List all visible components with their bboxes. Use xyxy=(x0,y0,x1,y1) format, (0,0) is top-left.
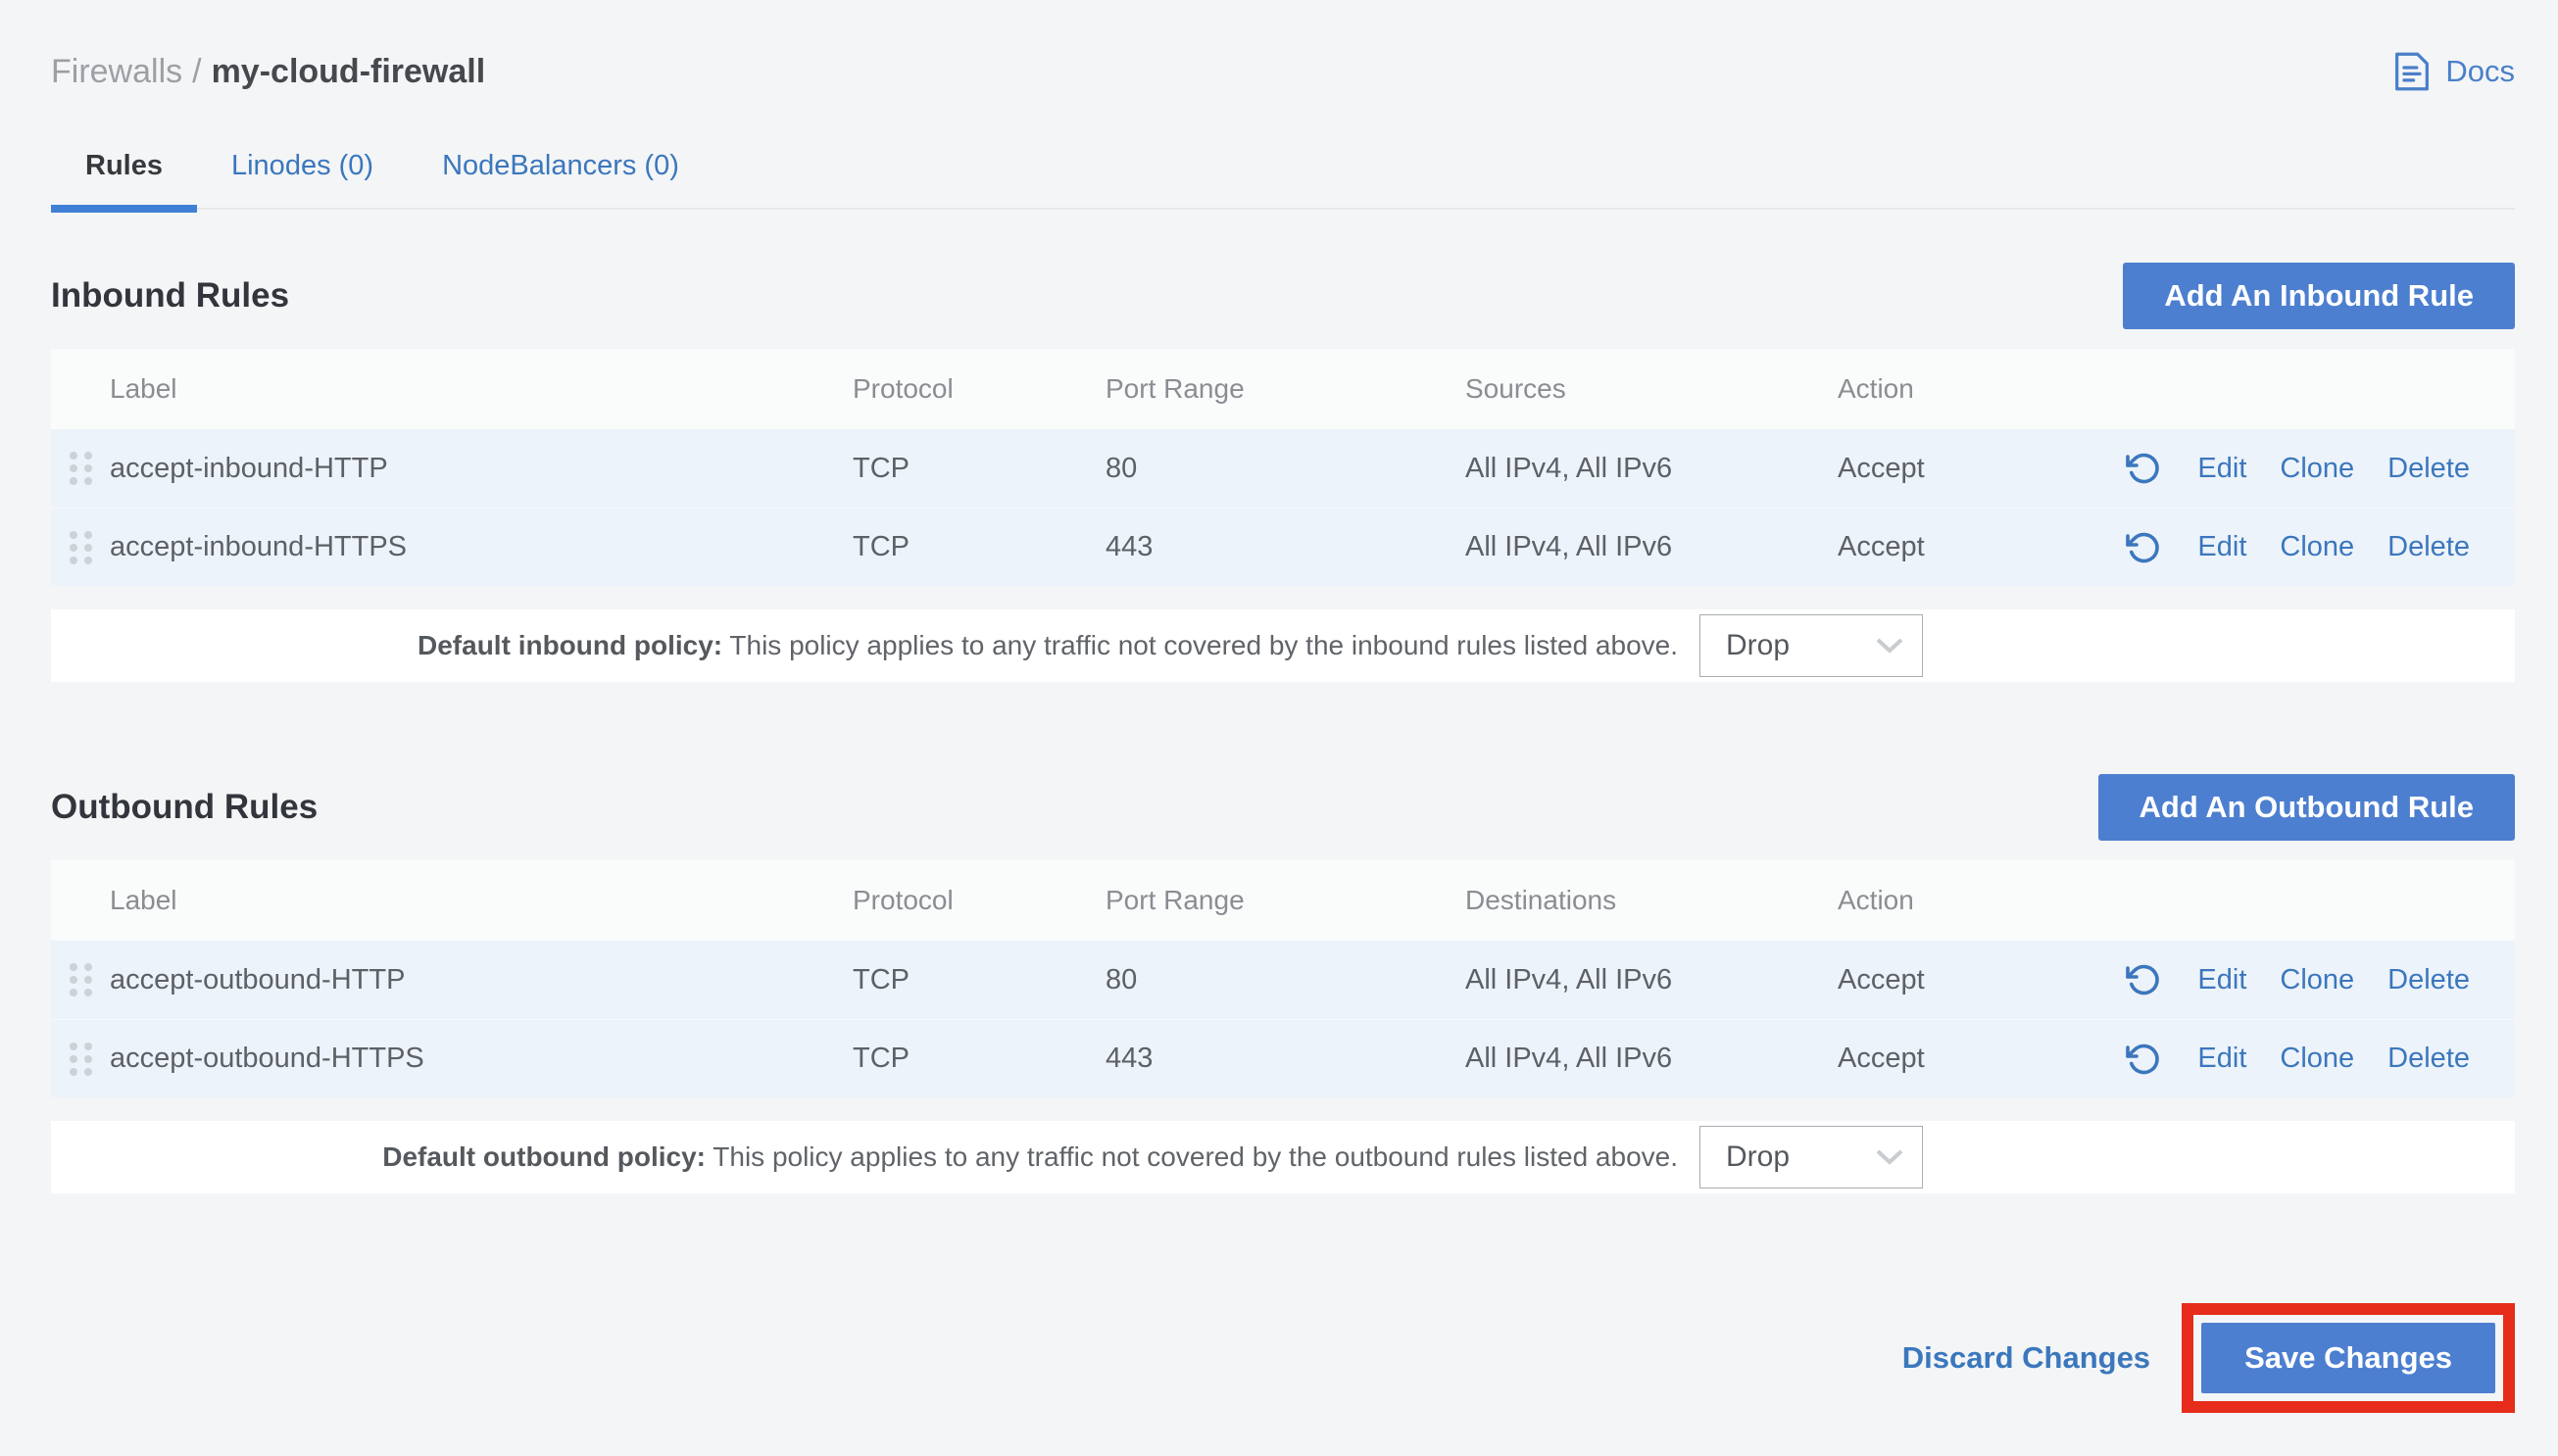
rule-destinations: All IPv4, All IPv6 xyxy=(1465,1043,1673,1074)
drag-handle-icon[interactable] xyxy=(69,452,92,485)
tab-rules[interactable]: Rules xyxy=(51,149,197,213)
rule-port-range: 80 xyxy=(1106,963,1138,995)
tab-linodes[interactable]: Linodes (0) xyxy=(197,149,408,208)
drag-handle-icon[interactable] xyxy=(69,963,92,996)
table-row: accept-inbound-HTTP TCP 80 All IPv4, All… xyxy=(51,429,2515,508)
inbound-rules-title: Inbound Rules xyxy=(51,276,290,315)
breadcrumb-separator: / xyxy=(192,53,202,90)
outbound-table-header: Label Protocol Port Range Destinations A… xyxy=(51,860,2515,941)
rule-protocol: TCP xyxy=(853,963,910,995)
outbound-rules-section: Outbound Rules Add An Outbound Rule Labe… xyxy=(51,774,2515,1193)
clone-link[interactable]: Clone xyxy=(2280,452,2355,484)
docs-icon xyxy=(2392,51,2432,92)
outbound-policy-value: Drop xyxy=(1726,1141,1791,1173)
tab-nodebalancers[interactable]: NodeBalancers (0) xyxy=(408,149,713,208)
rule-protocol: TCP xyxy=(853,531,910,562)
column-header-destinations: Destinations xyxy=(1465,885,1617,915)
rule-label: accept-outbound-HTTP xyxy=(110,963,406,995)
rule-label: accept-inbound-HTTP xyxy=(110,452,388,484)
column-header-action: Action xyxy=(1838,373,1914,404)
undo-icon[interactable] xyxy=(2125,451,2160,486)
outbound-rules-table: Label Protocol Port Range Destinations A… xyxy=(51,860,2515,1097)
rule-destinations: All IPv4, All IPv6 xyxy=(1465,963,1673,995)
breadcrumb: Firewalls / my-cloud-firewall xyxy=(51,49,485,94)
save-annotation-highlight: Save Changes xyxy=(2182,1303,2515,1413)
add-outbound-rule-button[interactable]: Add An Outbound Rule xyxy=(2097,774,2515,841)
column-header-port-range: Port Range xyxy=(1106,885,1245,915)
outbound-policy-select[interactable]: Drop xyxy=(1699,1126,1923,1189)
rule-label: accept-outbound-HTTPS xyxy=(110,1043,424,1074)
tab-rules-label: Rules xyxy=(85,150,163,181)
save-changes-button[interactable]: Save Changes xyxy=(2201,1323,2495,1393)
inbound-table-header: Label Protocol Port Range Sources Action xyxy=(51,349,2515,429)
delete-link[interactable]: Delete xyxy=(2387,1043,2470,1074)
breadcrumb-firewalls-link[interactable]: Firewalls xyxy=(51,53,183,90)
drag-handle-icon[interactable] xyxy=(69,530,92,564)
inbound-rules-section: Inbound Rules Add An Inbound Rule Label … xyxy=(51,263,2515,682)
undo-icon[interactable] xyxy=(2125,962,2160,997)
inbound-policy-row: Default inbound policy: This policy appl… xyxy=(51,609,2515,682)
rule-sources: All IPv4, All IPv6 xyxy=(1465,531,1673,562)
column-header-action: Action xyxy=(1838,885,1914,915)
inbound-policy-description: This policy applies to any traffic not c… xyxy=(729,630,1678,660)
docs-label: Docs xyxy=(2445,54,2515,88)
rule-label: accept-inbound-HTTPS xyxy=(110,531,408,562)
outbound-rules-title: Outbound Rules xyxy=(51,788,319,826)
column-header-label: Label xyxy=(110,373,177,404)
inbound-policy-select[interactable]: Drop xyxy=(1699,614,1923,677)
page-title: my-cloud-firewall xyxy=(211,53,486,90)
delete-link[interactable]: Delete xyxy=(2387,531,2470,562)
clone-link[interactable]: Clone xyxy=(2280,531,2355,562)
column-header-port-range: Port Range xyxy=(1106,373,1245,404)
tab-linodes-label: Linodes (0) xyxy=(230,150,374,181)
add-inbound-rule-button[interactable]: Add An Inbound Rule xyxy=(2123,263,2515,329)
rule-port-range: 443 xyxy=(1106,1043,1154,1074)
inbound-rules-table: Label Protocol Port Range Sources Action… xyxy=(51,349,2515,586)
inbound-policy-value: Drop xyxy=(1726,629,1791,661)
column-header-sources: Sources xyxy=(1465,373,1566,404)
inbound-policy-text: Default inbound policy: This policy appl… xyxy=(418,630,1678,661)
drag-handle-icon[interactable] xyxy=(69,1042,92,1076)
chevron-down-icon xyxy=(1875,1148,1904,1166)
undo-icon[interactable] xyxy=(2125,1042,2160,1077)
edit-link[interactable]: Edit xyxy=(2197,531,2247,562)
chevron-down-icon xyxy=(1875,637,1904,655)
rule-action: Accept xyxy=(1838,452,1925,484)
rule-port-range: 443 xyxy=(1106,531,1154,562)
column-header-protocol: Protocol xyxy=(853,373,954,404)
discard-changes-button[interactable]: Discard Changes xyxy=(1901,1340,2151,1375)
delete-link[interactable]: Delete xyxy=(2387,963,2470,995)
rule-protocol: TCP xyxy=(853,1043,910,1074)
rule-action: Accept xyxy=(1838,963,1925,995)
inbound-policy-label: Default inbound policy: xyxy=(418,630,723,660)
table-row: accept-outbound-HTTP TCP 80 All IPv4, Al… xyxy=(51,941,2515,1019)
form-footer: Discard Changes Save Changes xyxy=(51,1303,2515,1413)
undo-icon[interactable] xyxy=(2125,530,2160,565)
page-header: Firewalls / my-cloud-firewall Docs xyxy=(51,0,2515,94)
clone-link[interactable]: Clone xyxy=(2280,963,2355,995)
firewall-detail-page: Firewalls / my-cloud-firewall Docs Rules L… xyxy=(51,0,2515,1413)
outbound-policy-description: This policy applies to any traffic not c… xyxy=(713,1141,1678,1172)
column-header-label: Label xyxy=(110,885,177,915)
delete-link[interactable]: Delete xyxy=(2387,452,2470,484)
tab-nodebalancers-label: NodeBalancers (0) xyxy=(442,150,679,181)
rule-sources: All IPv4, All IPv6 xyxy=(1465,452,1673,484)
rule-protocol: TCP xyxy=(853,452,910,484)
edit-link[interactable]: Edit xyxy=(2197,1043,2247,1074)
table-row: accept-inbound-HTTPS TCP 443 All IPv4, A… xyxy=(51,508,2515,586)
rule-action: Accept xyxy=(1838,531,1925,562)
rule-action: Accept xyxy=(1838,1043,1925,1074)
rule-port-range: 80 xyxy=(1106,452,1138,484)
outbound-policy-label: Default outbound policy: xyxy=(382,1141,706,1172)
table-row: accept-outbound-HTTPS TCP 443 All IPv4, … xyxy=(51,1019,2515,1097)
column-header-protocol: Protocol xyxy=(853,885,954,915)
edit-link[interactable]: Edit xyxy=(2197,963,2247,995)
clone-link[interactable]: Clone xyxy=(2280,1043,2355,1074)
edit-link[interactable]: Edit xyxy=(2197,452,2247,484)
tab-bar: Rules Linodes (0) NodeBalancers (0) xyxy=(51,149,2515,213)
outbound-policy-row: Default outbound policy: This policy app… xyxy=(51,1121,2515,1193)
outbound-policy-text: Default outbound policy: This policy app… xyxy=(382,1141,1678,1173)
docs-link[interactable]: Docs xyxy=(2392,51,2515,92)
